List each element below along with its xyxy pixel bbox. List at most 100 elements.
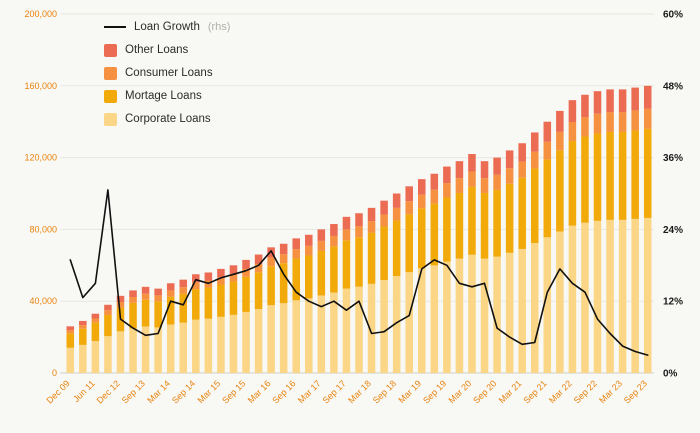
bar-segment [405, 272, 413, 373]
x-axis-tick-label: Dec 12 [95, 378, 122, 405]
bar-segment [342, 229, 351, 241]
bar-segment [505, 252, 514, 373]
bar-segment [568, 121, 577, 142]
mortage-loans-swatch-icon [104, 89, 117, 103]
left-axis-tick-label: 80,000 [29, 224, 57, 234]
bar-segment [493, 256, 501, 373]
bar-segment [141, 293, 150, 300]
x-axis-tick-label: Sep 20 [471, 378, 498, 405]
bar-segment [229, 281, 238, 315]
x-axis-tick-label: Jun 11 [71, 378, 97, 404]
bar-segment [455, 178, 464, 193]
x-axis-tick-label: Sep 22 [572, 378, 599, 405]
left-axis-tick-label: 40,000 [29, 296, 57, 306]
bar-segment [254, 272, 263, 310]
bar-segment [192, 282, 200, 290]
consumer-loans-swatch-icon [104, 66, 117, 80]
bar-segment [242, 259, 250, 269]
bar-segment [493, 189, 501, 257]
bar-segment [643, 128, 652, 218]
bar-segment [204, 287, 213, 319]
bar-segment [179, 279, 188, 288]
bar-segment [91, 322, 100, 342]
bar-segment [556, 150, 564, 232]
bar-segment [493, 157, 501, 175]
bar-segment [568, 141, 577, 226]
bar-segment [606, 112, 614, 132]
bar-segment [342, 288, 351, 373]
bar-segment [593, 113, 602, 134]
bar-segment [267, 266, 275, 306]
bar-segment [518, 177, 526, 249]
bar-segment [229, 273, 238, 282]
loan-growth-line [69, 189, 649, 356]
bar-segment [104, 310, 112, 316]
bar-segment [141, 299, 150, 327]
bar-segment [229, 314, 238, 373]
bar-segment [254, 254, 263, 265]
right-axis-tick-label: 60% [663, 10, 683, 21]
bar-segment [242, 268, 250, 277]
x-axis-tick-label: Sep 16 [270, 378, 297, 405]
bar-segment [192, 274, 200, 283]
bar-segment [154, 295, 162, 302]
bar-segment [79, 325, 87, 329]
bar-segment [543, 159, 552, 238]
bar-segment [430, 203, 439, 266]
bar-segment [367, 221, 376, 233]
bar-segment [556, 231, 564, 373]
bar-segment [593, 133, 602, 221]
bar-segment [518, 248, 526, 373]
bar-segment [405, 214, 413, 273]
bar-segment [254, 309, 263, 373]
bar-segment [217, 268, 225, 278]
bar-segment [455, 258, 464, 373]
bar-segment [342, 240, 351, 289]
bar-segment [154, 288, 162, 296]
bar-segment [468, 154, 476, 172]
bar-segment [380, 200, 388, 215]
bar-segment [468, 254, 476, 373]
bar-segment [367, 207, 376, 222]
left-axis-tick-label: 120,000 [24, 153, 57, 163]
bar-segment [317, 295, 326, 373]
bar-segment [443, 197, 451, 262]
bar-segment [405, 201, 413, 215]
bar-segment [606, 219, 614, 373]
bar-segment [480, 161, 489, 179]
bar-segment [618, 219, 627, 373]
bar-segment [405, 186, 413, 202]
bar-segment [242, 311, 250, 373]
bar-segment [380, 226, 388, 280]
bar-segment [141, 326, 150, 373]
x-axis-tick-label: Mar 17 [296, 378, 323, 405]
legend-item-loan-growth: Loan Growth (rhs) [104, 20, 230, 34]
bar-segment [154, 327, 162, 373]
x-axis-tick-label: Sep 17 [321, 378, 348, 405]
bar-segment [443, 166, 451, 184]
bar-segment [581, 94, 589, 118]
x-axis-tick-label: Mar 14 [145, 378, 172, 405]
bar-segment [355, 237, 363, 287]
bar-segment [380, 214, 388, 227]
bar-segment [543, 237, 552, 373]
bar-segment [91, 318, 100, 323]
bar-segment [279, 243, 288, 255]
left-axis-tick-label: 200,000 [24, 9, 57, 19]
bar-segment [355, 286, 363, 373]
bar-segment [330, 292, 338, 373]
bar-segment [129, 302, 137, 329]
bar-segment [530, 151, 539, 169]
x-axis-tick-label: Mar 23 [597, 378, 624, 405]
bar-segment [418, 268, 426, 373]
bar-segment [292, 238, 300, 250]
bar-segment [79, 320, 87, 326]
bar-segment [618, 89, 627, 113]
bar-segment [129, 297, 137, 303]
bar-segment [518, 161, 526, 178]
bar-segment [305, 298, 313, 373]
bar-segment [217, 316, 225, 373]
bar-segment [279, 303, 288, 373]
bar-segment [330, 246, 338, 293]
bar-segment [355, 213, 363, 227]
